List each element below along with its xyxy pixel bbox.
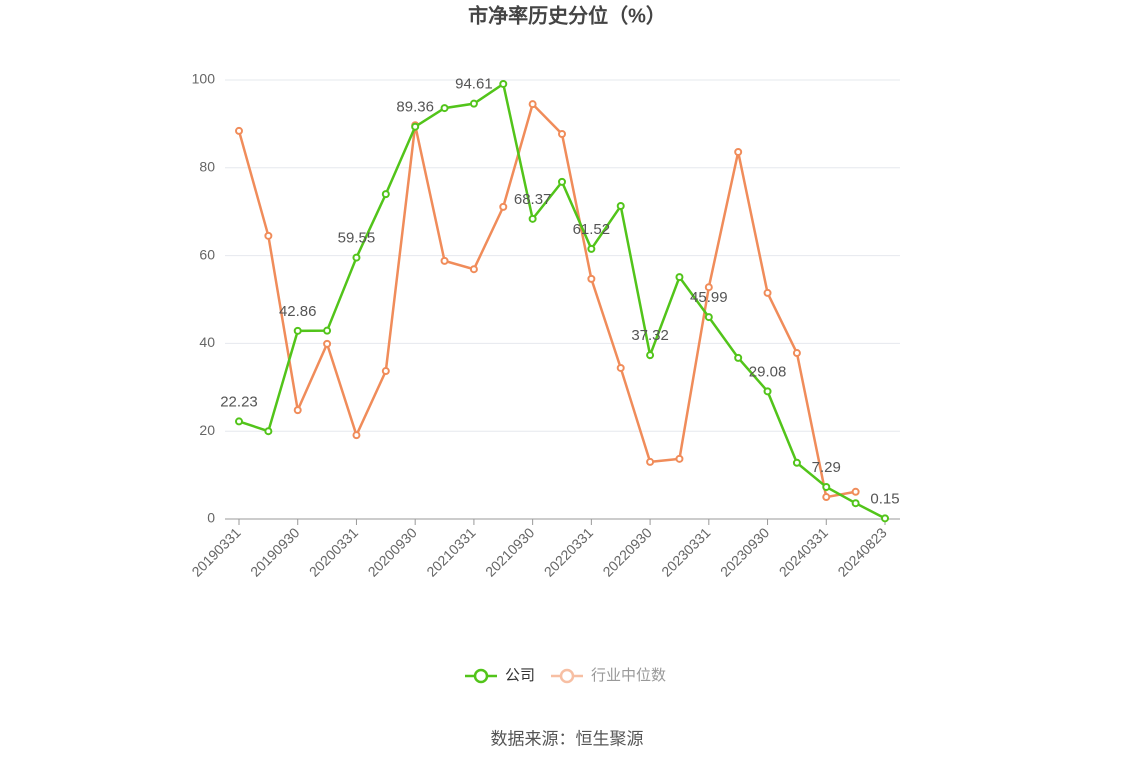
y-tick-label: 100	[192, 71, 216, 87]
x-tick-label: 20230331	[658, 524, 714, 580]
legend-label: 公司	[505, 667, 535, 684]
point	[822, 482, 831, 491]
point	[235, 417, 243, 426]
y-tick-label: 60	[199, 246, 215, 262]
x-tick-label: 20220930	[599, 524, 655, 580]
point	[763, 288, 772, 297]
point	[323, 326, 332, 335]
data-label: 22.23	[220, 393, 258, 410]
data-label: 37.32	[631, 327, 669, 344]
point	[499, 202, 508, 211]
point	[235, 126, 243, 135]
point	[822, 493, 831, 502]
data-label: 42.86	[279, 303, 317, 320]
point	[469, 99, 478, 108]
legend-label: 行业中位数	[591, 667, 666, 684]
point	[528, 100, 537, 109]
point	[616, 201, 625, 210]
point	[264, 231, 273, 240]
point	[851, 499, 860, 508]
point	[381, 367, 390, 376]
point	[616, 363, 625, 372]
data-label: 0.15	[870, 490, 899, 507]
point	[704, 283, 713, 292]
point	[675, 273, 684, 282]
x-tick-label: 20200930	[365, 524, 421, 580]
point	[469, 265, 478, 274]
point	[264, 427, 273, 436]
x-tick-label: 20210331	[423, 524, 479, 580]
point	[352, 253, 361, 262]
x-tick-label: 20240331	[776, 524, 832, 580]
point	[646, 457, 655, 466]
legend-marker	[473, 668, 489, 684]
point	[528, 214, 537, 223]
point	[440, 104, 449, 113]
point	[323, 339, 332, 348]
data-label: 7.29	[812, 459, 841, 476]
series-line	[238, 81, 886, 520]
point	[440, 256, 449, 265]
point	[792, 458, 801, 467]
data-label: 89.36	[396, 99, 434, 116]
y-tick-label: 0	[207, 510, 215, 526]
point	[792, 349, 801, 358]
point	[851, 487, 860, 496]
data-label: 29.08	[749, 363, 787, 380]
x-tick-label: 20200331	[306, 524, 362, 580]
x-tick-label: 20190331	[188, 524, 244, 580]
y-tick-label: 40	[199, 334, 215, 350]
point	[558, 177, 566, 186]
point	[381, 190, 390, 199]
point	[704, 313, 713, 322]
data-label: 45.99	[690, 289, 728, 306]
point	[411, 122, 420, 131]
point	[763, 387, 772, 396]
chart-title: 市净率历史分位（%）	[468, 3, 666, 27]
point	[881, 514, 889, 523]
point	[646, 351, 655, 360]
point	[293, 406, 302, 415]
y-tick-label: 80	[199, 159, 215, 175]
point	[587, 274, 596, 283]
x-tick-label: 20230930	[717, 524, 773, 580]
legend-marker	[559, 668, 575, 684]
y-tick-label: 20	[199, 422, 215, 438]
x-tick-label: 20190930	[247, 524, 303, 580]
data-label: 94.61	[455, 76, 493, 93]
point	[675, 454, 684, 463]
point	[293, 326, 302, 335]
source: 数据来源：恒生聚源	[491, 729, 644, 748]
x-tick-label: 20210930	[482, 524, 538, 580]
x-tick-label: 20240823	[834, 524, 890, 580]
point	[558, 129, 566, 138]
data-label: 68.37	[514, 191, 552, 208]
data-label: 59.55	[338, 230, 376, 247]
point	[587, 244, 596, 253]
point	[734, 353, 743, 362]
data-label: 61.52	[573, 221, 611, 238]
x-tick-label: 20220331	[541, 524, 597, 580]
series-line	[237, 101, 856, 499]
point	[734, 147, 743, 156]
point	[352, 431, 361, 440]
point	[499, 79, 508, 88]
